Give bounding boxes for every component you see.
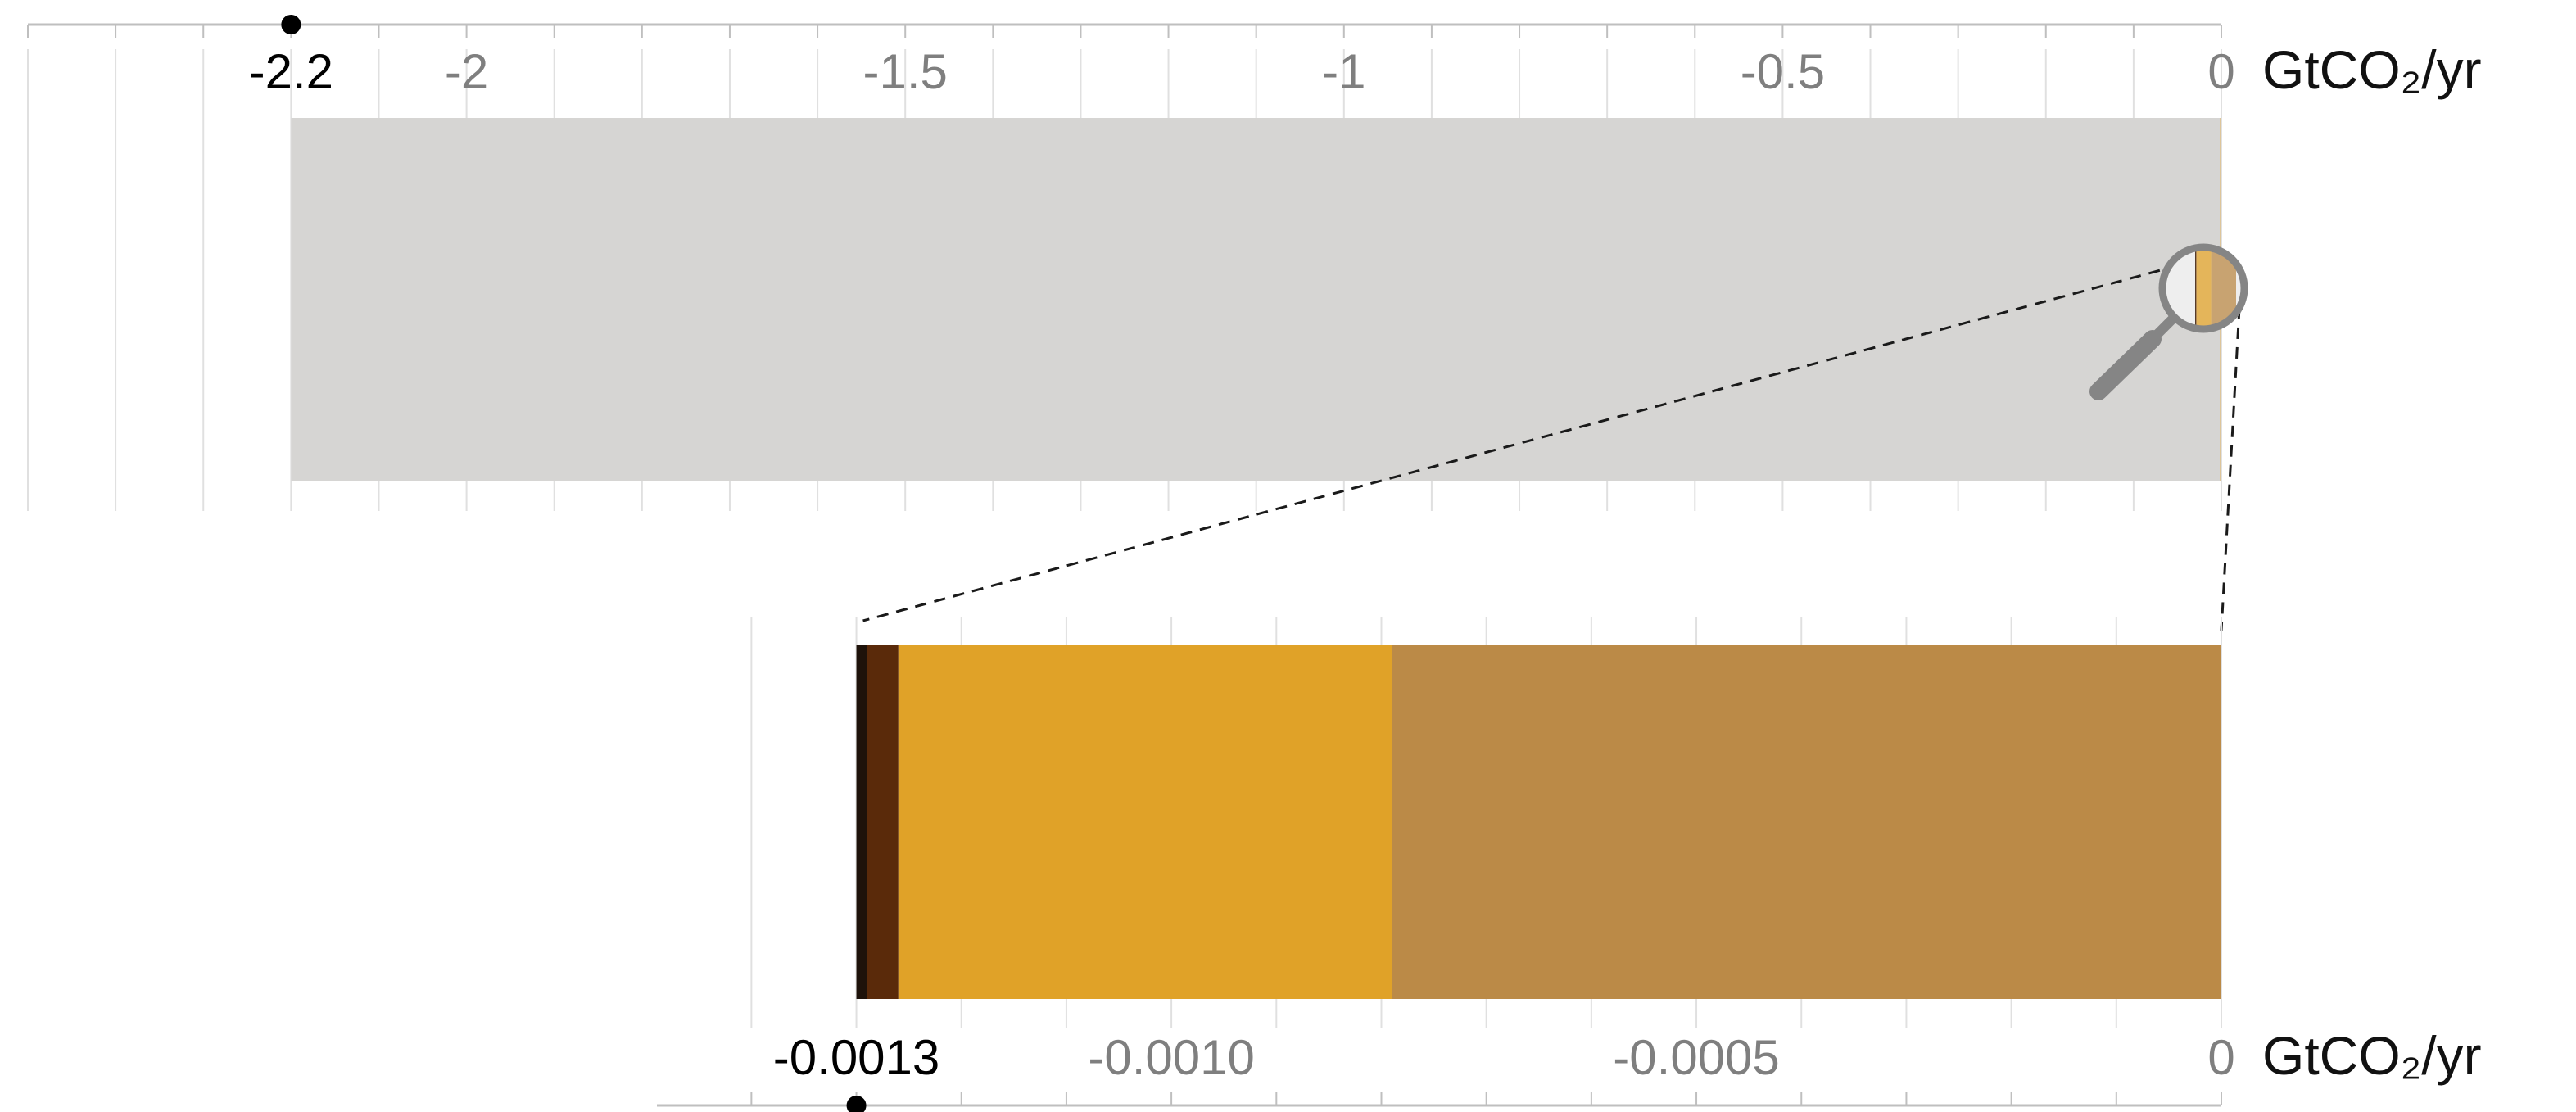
tick-label: -1.5 — [863, 44, 948, 99]
overview-chart: -2 -1.5 -1 -0.5 0 -2.2 GtCO₂/yr — [27, 15, 2482, 511]
zoom-connector-right-line — [2220, 307, 2241, 631]
overview-min-marker — [281, 15, 301, 34]
tick-label: -0.0005 — [1613, 1030, 1780, 1085]
detail-min-marker — [846, 1096, 867, 1112]
detail-min-label: -0.0013 — [773, 1030, 940, 1085]
magnifier-icon — [2089, 243, 2248, 400]
zoom-connector-left-line — [862, 264, 2180, 622]
overview-bar — [291, 118, 2221, 481]
lens-segment — [2195, 251, 2197, 326]
zoom-connector — [862, 264, 2241, 631]
tick-label: -2 — [445, 44, 488, 99]
detail-chart: -0.0010 -0.0005 0 -0.0013 GtCO₂/yr — [657, 617, 2482, 1112]
bar-segment — [867, 645, 899, 999]
tick-label: -1 — [1322, 44, 1365, 99]
overview-axis-ticks: -2 -1.5 -1 -0.5 0 — [27, 25, 2235, 99]
lens-segment — [2196, 251, 2212, 326]
bar-segment — [1392, 645, 2221, 999]
detail-unit-label: GtCO₂/yr — [2262, 1025, 2482, 1086]
bar-segment — [856, 645, 867, 999]
overview-min-label: -2.2 — [249, 44, 333, 99]
bar-segment — [291, 118, 2221, 481]
tick-label: 0 — [2207, 44, 2234, 99]
tick-label: 0 — [2207, 1030, 2234, 1085]
lens-handle — [2089, 330, 2162, 400]
detail-axis-ticks: -0.0010 -0.0005 0 — [750, 1030, 2235, 1105]
tick-label: -0.5 — [1741, 44, 1825, 99]
overview-unit-label: GtCO₂/yr — [2262, 39, 2482, 100]
detail-bar — [856, 645, 2221, 999]
bar-segment — [898, 645, 1392, 999]
tick-label: -0.0010 — [1088, 1030, 1255, 1085]
lens-ring — [2158, 243, 2248, 333]
